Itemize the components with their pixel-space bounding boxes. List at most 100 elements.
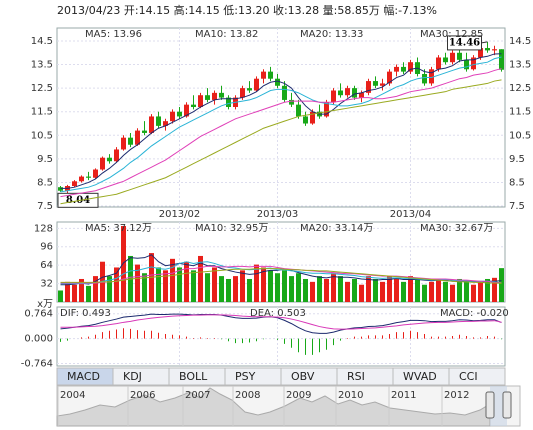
candle-body	[303, 116, 308, 124]
candle-body	[184, 104, 189, 117]
y-unit-label: x万	[37, 299, 53, 310]
y-tick-label-right: 14.5	[509, 36, 531, 47]
volume-bar	[352, 278, 357, 302]
legend-entry: MA5: 37.12万	[85, 223, 152, 234]
candle-body	[443, 57, 448, 63]
volume-bar	[394, 278, 399, 302]
candle-body	[429, 69, 434, 84]
volume-bar	[58, 290, 63, 302]
y-tick-label-right: 7.5	[509, 201, 525, 212]
legend-entry: DEA: 0.503	[250, 308, 306, 319]
ma-line	[60, 53, 502, 189]
candle-body	[79, 176, 84, 182]
volume-bar	[93, 276, 98, 302]
y-tick-label: 7.5	[37, 201, 53, 212]
volume-bar	[247, 278, 252, 302]
navigator-handle-left[interactable]	[485, 391, 495, 419]
candle-body	[275, 78, 280, 86]
navigator-year: 2011	[391, 390, 416, 401]
volume-bar	[86, 285, 91, 302]
tab-label[interactable]: MACD	[67, 370, 100, 383]
y-tick-label: 128	[34, 223, 53, 234]
candle-body	[464, 59, 469, 70]
price-panel	[56, 27, 506, 208]
candle-body	[485, 48, 490, 51]
volume-bar	[499, 268, 504, 302]
volume-bar	[436, 278, 441, 302]
candle-body	[121, 137, 126, 150]
candle-body	[282, 85, 287, 100]
candle-body	[373, 81, 378, 86]
volume-bar	[233, 276, 238, 302]
volume-bar	[310, 281, 315, 302]
volume-bar	[282, 270, 287, 302]
volume-bar	[429, 281, 434, 302]
candle-body	[268, 71, 273, 79]
volume-bar	[492, 277, 497, 302]
tab-label[interactable]: WVAD	[403, 370, 437, 383]
candle-body	[457, 52, 462, 60]
y-tick-label-right: 9.5	[509, 154, 525, 165]
y-tick-label: 13.5	[31, 60, 53, 71]
tab-label[interactable]: PSY	[235, 370, 256, 383]
candle-body	[366, 81, 371, 93]
tab-label[interactable]: BOLL	[179, 370, 208, 383]
volume-bar	[142, 273, 147, 302]
candle-body	[422, 73, 427, 84]
volume-bar	[212, 267, 217, 302]
volume-bar	[401, 281, 406, 302]
y-tick-label-right: 11.5	[509, 107, 531, 118]
volume-bar	[408, 276, 413, 302]
candle-body	[331, 90, 336, 103]
tab[interactable]	[448, 367, 506, 386]
y-tick-label-right: 8.5	[509, 177, 525, 188]
candle-body	[212, 92, 217, 100]
legend-entry: MA10: 32.95万	[195, 223, 268, 234]
tab-label[interactable]: OBV	[291, 370, 315, 383]
navigator-handle-right[interactable]	[502, 391, 512, 419]
candle-body	[359, 92, 364, 98]
navigator-year: 2007	[185, 390, 210, 401]
candle-body	[247, 88, 252, 91]
candle-body	[226, 97, 231, 108]
candle-body	[219, 92, 224, 98]
candle-body	[492, 49, 497, 51]
volume-bar	[240, 270, 245, 302]
candle-body	[86, 176, 91, 178]
navigator-year: 2004	[60, 390, 85, 401]
ma-line	[60, 314, 502, 330]
volume-bar	[163, 270, 168, 302]
macd-panel	[56, 306, 506, 367]
volume-bar	[219, 276, 224, 302]
volume-bar	[359, 284, 364, 302]
volume-bar	[366, 276, 371, 302]
y-tick-label: 14.5	[31, 36, 53, 47]
volume-bar	[317, 276, 322, 302]
tab-label[interactable]: KDJ	[123, 370, 142, 383]
volume-bar	[205, 273, 210, 302]
candle-body	[296, 104, 301, 117]
candle-body	[401, 66, 406, 72]
volume-bar	[478, 281, 483, 302]
volume-bar	[443, 281, 448, 302]
candle-body	[100, 157, 105, 170]
legend-entry: MA30: 32.67万	[420, 223, 493, 234]
volume-bar	[387, 276, 392, 302]
candle-body	[107, 157, 112, 162]
tab-label[interactable]: RSI	[347, 370, 365, 383]
candle-body	[436, 57, 441, 70]
candle-body	[478, 48, 483, 58]
volume-bar	[170, 258, 175, 302]
legend-entry: MA20: 33.14万	[300, 223, 373, 234]
tab-label[interactable]: CCI	[459, 370, 478, 383]
ma-line	[60, 79, 502, 205]
ma-line	[60, 265, 502, 284]
y-tick-label-right: 12.5	[509, 83, 531, 94]
y-tick-label: 32	[40, 279, 53, 290]
annotation-pointer	[481, 41, 488, 44]
y-tick-label: 9.5	[37, 154, 53, 165]
candle-body	[156, 116, 161, 126]
y-tick-label-right: 10.5	[509, 130, 531, 141]
volume-bar	[191, 270, 196, 302]
